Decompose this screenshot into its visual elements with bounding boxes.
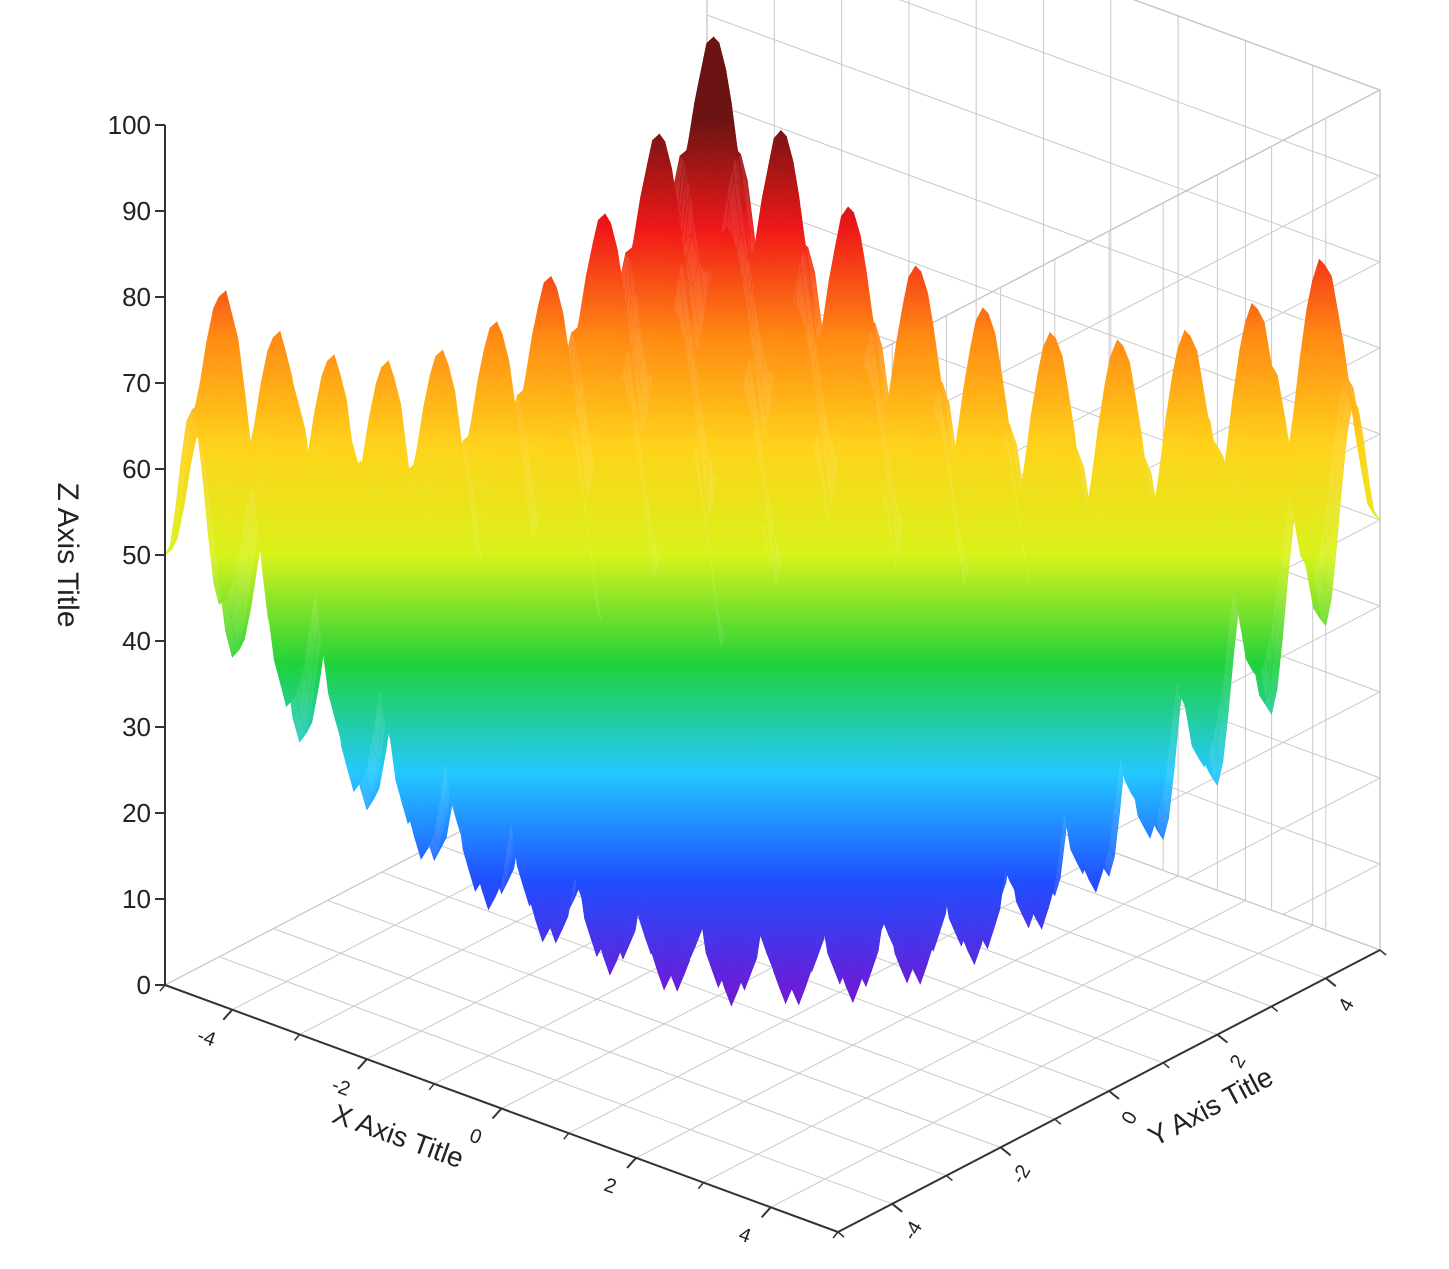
floor-gridline-y [273, 928, 947, 1177]
floor-gridline-y [219, 956, 893, 1205]
floor-gridline-y [381, 871, 1055, 1120]
floor-gridline-y [327, 899, 1001, 1148]
surface-mesh [164, 36, 1381, 1007]
